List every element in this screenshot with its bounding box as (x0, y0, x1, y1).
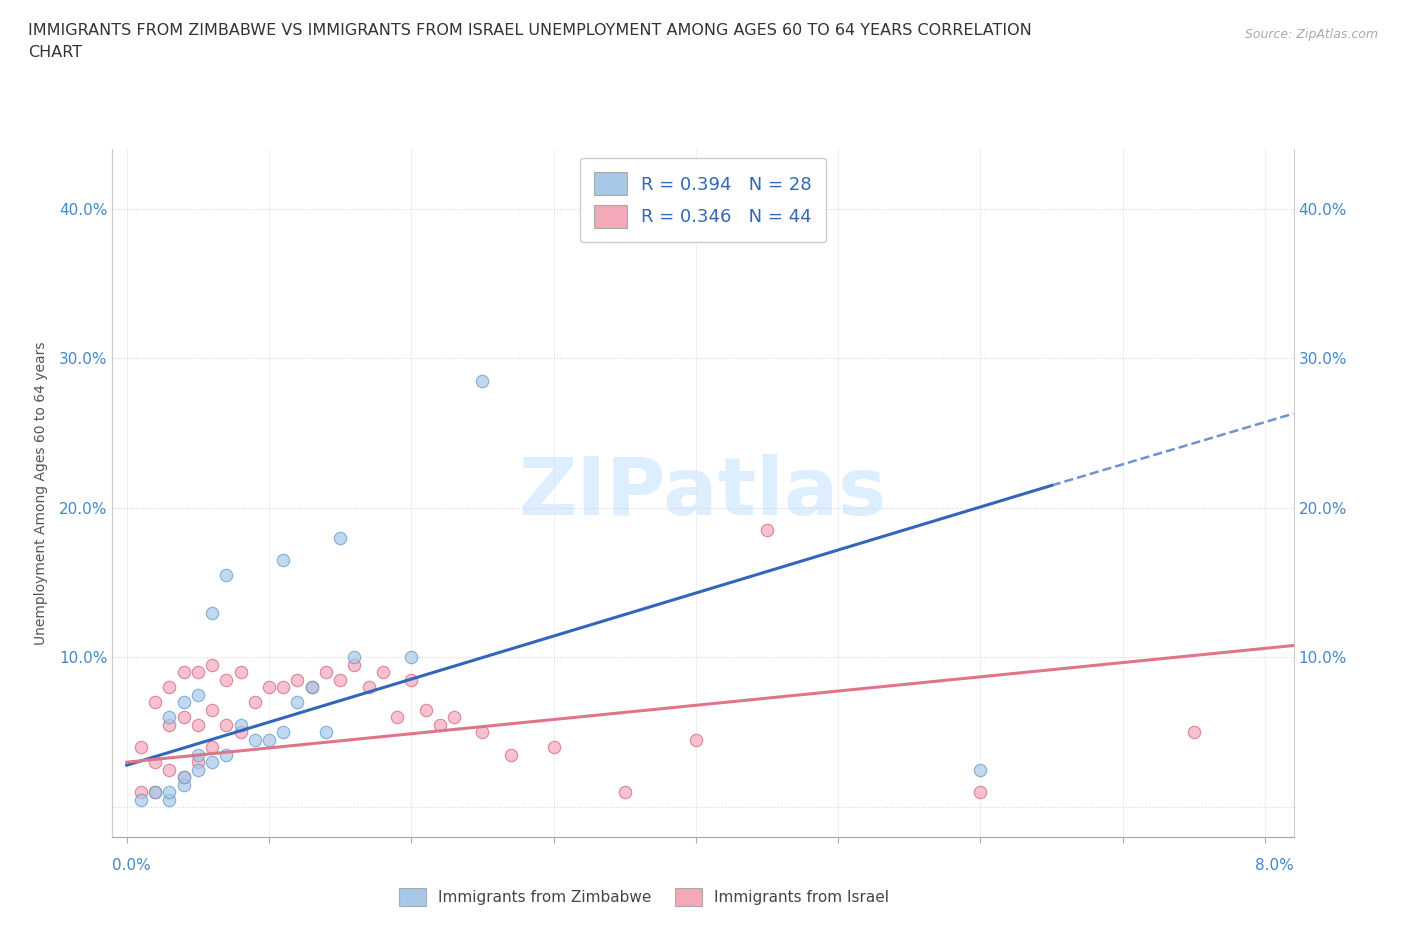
Point (129, 739, 152, 754)
Point (301, 680, 323, 695)
Point (329, 672, 352, 687)
Point (187, 755, 209, 770)
Point (173, 695, 195, 710)
Point (613, 785, 636, 800)
Text: 8.0%: 8.0% (1254, 857, 1294, 872)
Point (271, 680, 294, 695)
Point (415, 702, 437, 717)
Point (401, 672, 423, 687)
Point (201, 658, 224, 672)
Point (271, 724, 294, 739)
Point (157, 680, 180, 695)
Point (143, 785, 166, 800)
Point (157, 785, 180, 800)
Point (315, 665, 337, 680)
Point (173, 777, 195, 792)
Point (201, 739, 224, 754)
Point (229, 665, 252, 680)
Text: ZIPatlas: ZIPatlas (519, 454, 887, 532)
Point (471, 373, 494, 388)
Point (157, 763, 180, 777)
Point (157, 792, 180, 807)
Point (173, 770, 195, 785)
Point (271, 552, 294, 567)
Point (499, 748, 522, 763)
Point (543, 739, 565, 754)
Point (243, 732, 266, 747)
Point (969, 785, 991, 800)
Point (443, 710, 465, 724)
Point (201, 755, 224, 770)
Point (685, 732, 707, 747)
Point (187, 748, 209, 763)
Text: IMMIGRANTS FROM ZIMBABWE VS IMMIGRANTS FROM ISRAEL UNEMPLOYMENT AMONG AGES 60 TO: IMMIGRANTS FROM ZIMBABWE VS IMMIGRANTS F… (28, 23, 1032, 38)
Point (173, 665, 195, 680)
Point (215, 567, 238, 582)
Legend: Immigrants from Zimbabwe, Immigrants from Israel: Immigrants from Zimbabwe, Immigrants fro… (392, 882, 896, 912)
Point (329, 530, 352, 545)
Point (187, 665, 209, 680)
Text: 0.0%: 0.0% (112, 857, 152, 872)
Point (129, 792, 152, 807)
Point (287, 695, 309, 710)
Text: Source: ZipAtlas.com: Source: ZipAtlas.com (1244, 28, 1378, 41)
Point (357, 680, 380, 695)
Point (143, 695, 166, 710)
Point (187, 717, 209, 732)
Point (173, 710, 195, 724)
Point (201, 702, 224, 717)
Point (401, 650, 423, 665)
Point (371, 665, 394, 680)
Point (173, 770, 195, 785)
Point (257, 680, 280, 695)
Y-axis label: Unemployment Among Ages 60 to 64 years: Unemployment Among Ages 60 to 64 years (34, 341, 48, 644)
Point (969, 763, 991, 777)
Point (143, 785, 166, 800)
Point (187, 687, 209, 702)
Point (756, 523, 779, 538)
Point (287, 672, 309, 687)
Text: CHART: CHART (28, 45, 82, 60)
Point (129, 785, 152, 800)
Point (257, 732, 280, 747)
Point (157, 710, 180, 724)
Point (229, 717, 252, 732)
Point (343, 658, 366, 672)
Point (187, 763, 209, 777)
Point (301, 680, 323, 695)
Point (385, 710, 408, 724)
Point (201, 605, 224, 620)
Point (157, 717, 180, 732)
Point (215, 748, 238, 763)
Point (1182, 724, 1205, 739)
Point (243, 695, 266, 710)
Point (215, 672, 238, 687)
Point (471, 724, 494, 739)
Point (215, 717, 238, 732)
Point (143, 755, 166, 770)
Point (343, 650, 366, 665)
Point (429, 717, 451, 732)
Point (315, 724, 337, 739)
Point (229, 724, 252, 739)
